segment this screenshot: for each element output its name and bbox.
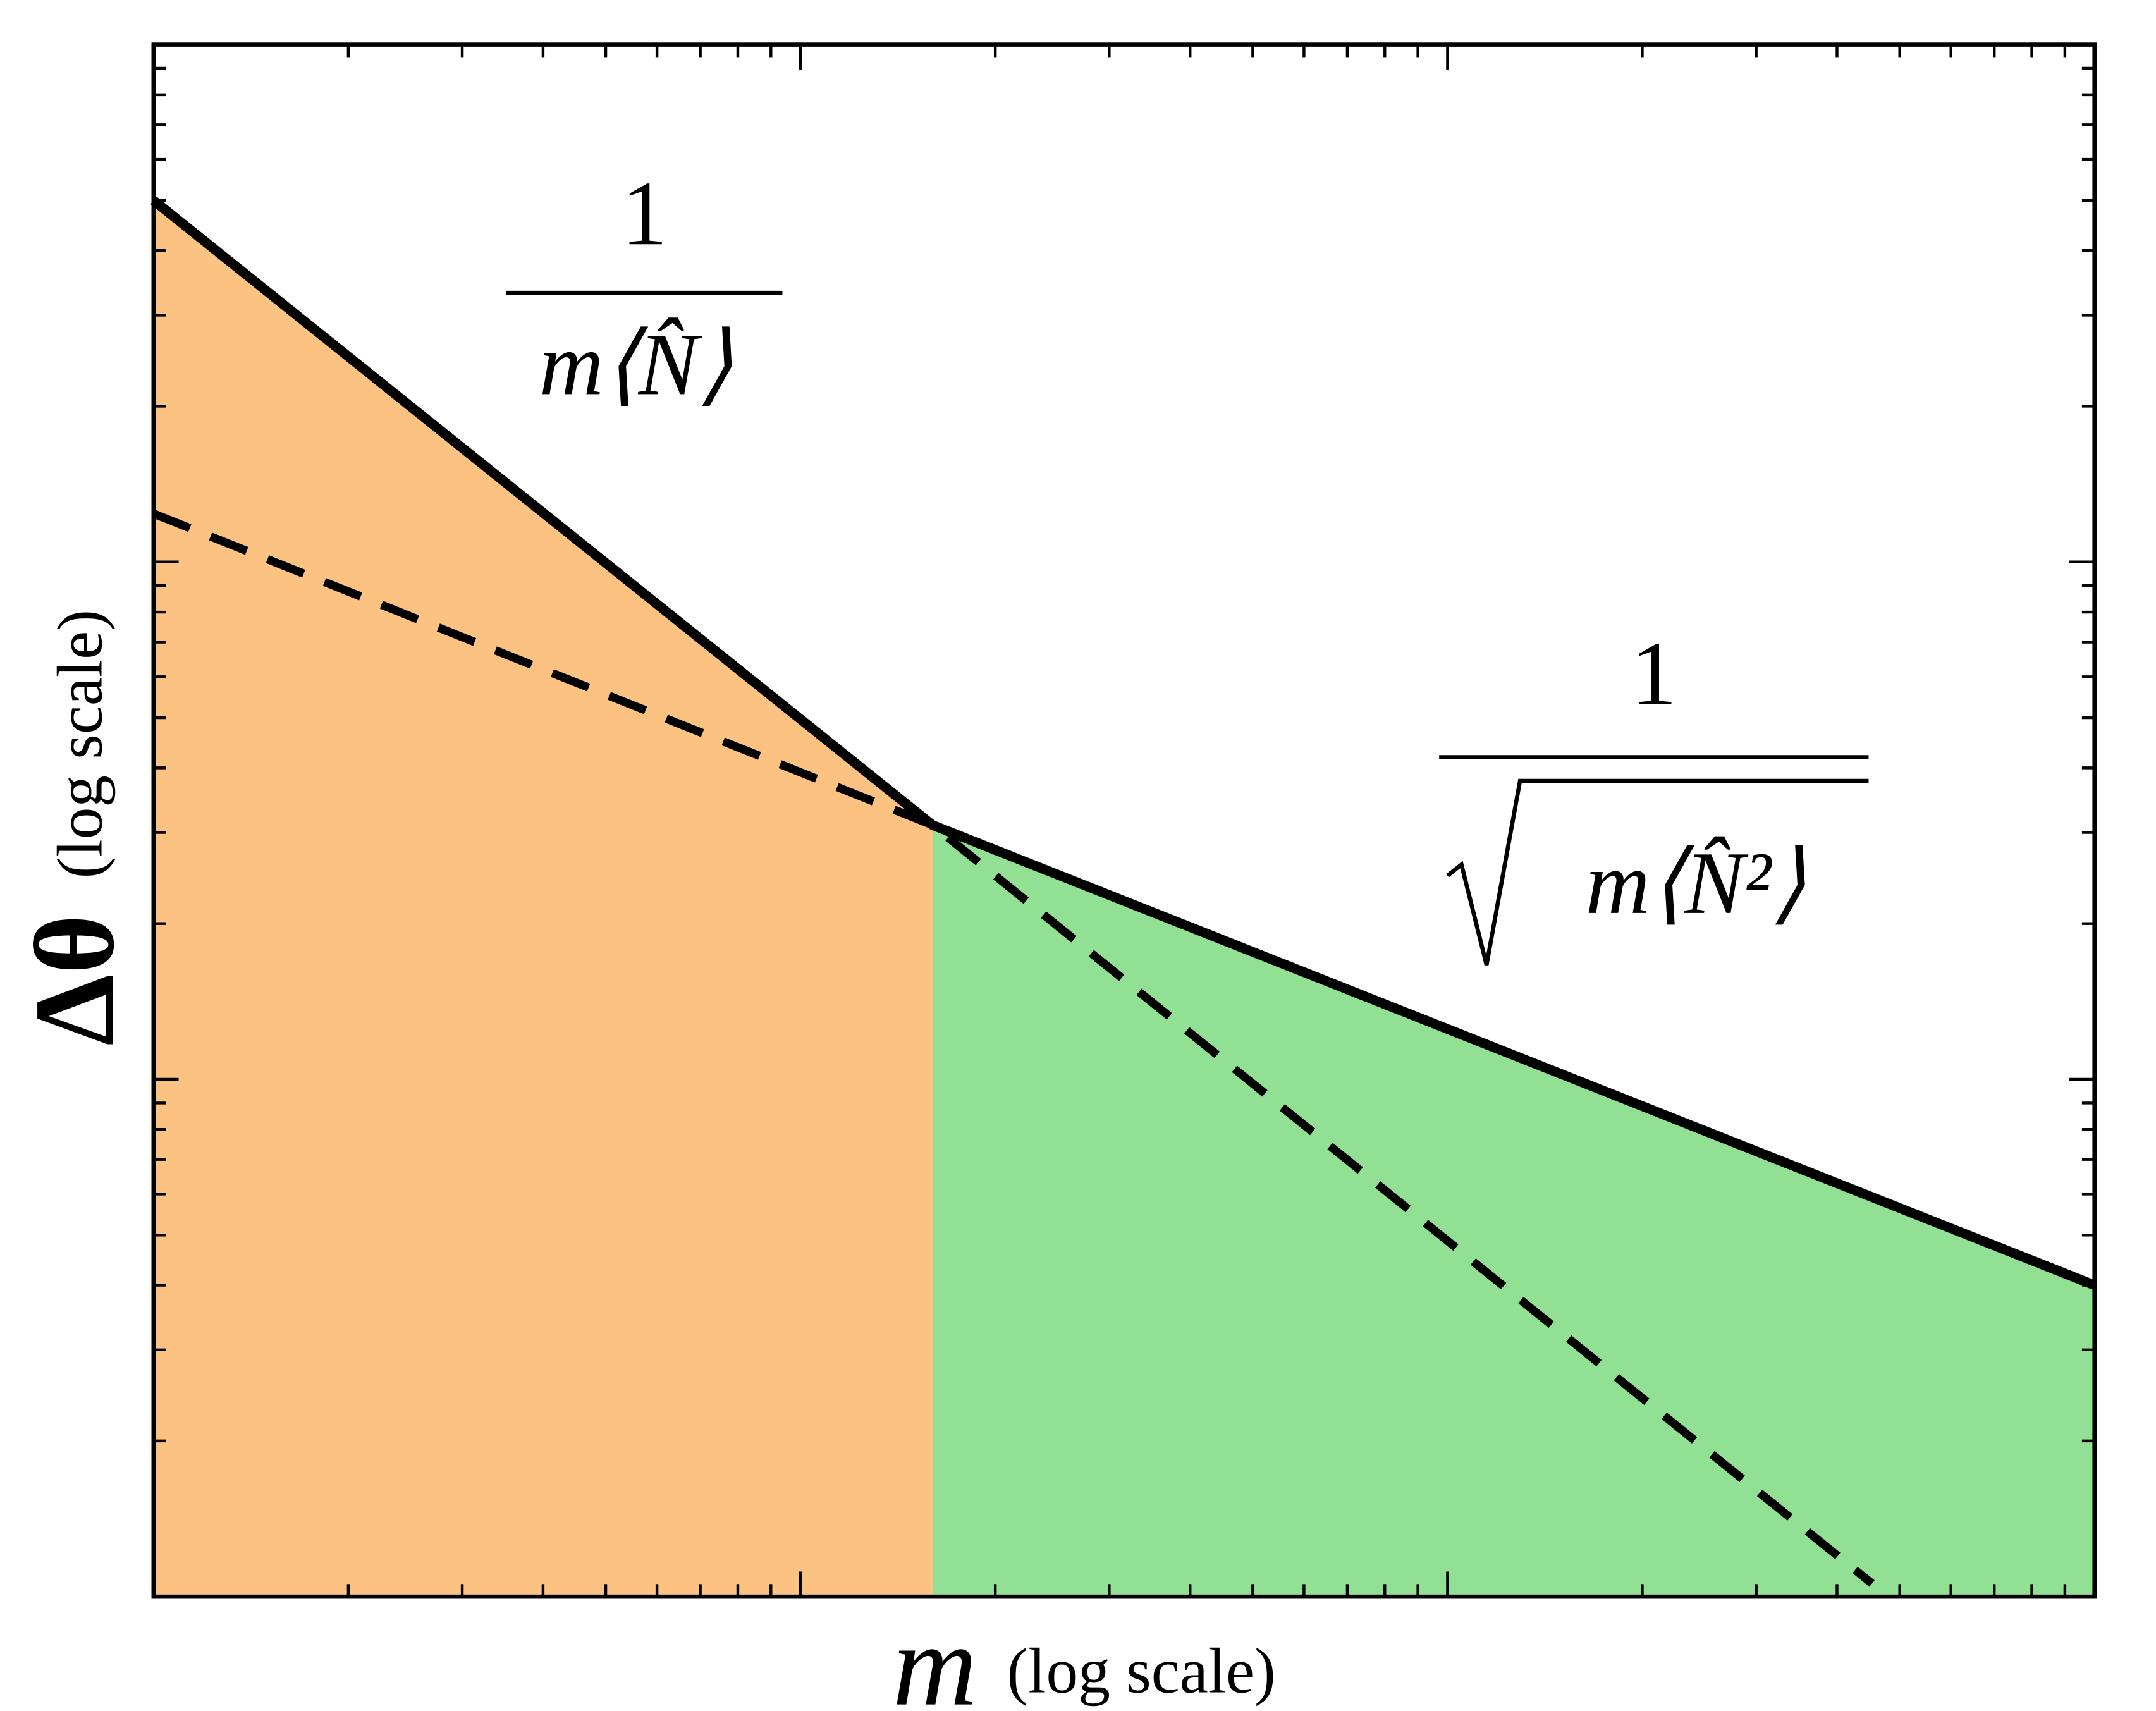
fraction-denominator: m⟨N̂⟩ (539, 314, 733, 414)
y-label: Δθ (log scale) (11, 610, 138, 1046)
dashed-line (152, 510, 1875, 1587)
y-label-symbol: Δθ (11, 914, 138, 1046)
fraction-denominator: m⟨N̂²⟩ (1586, 833, 1806, 933)
fill-region (153, 200, 933, 1597)
x-label-symbol: m (893, 1601, 977, 1711)
radical-sign (1446, 778, 1869, 966)
fill-region (933, 825, 2095, 1597)
fraction-numerator: 1 (622, 163, 668, 264)
solid-line (150, 196, 2097, 1290)
y-label-text: (log scale) (44, 610, 115, 878)
plot-frame (151, 42, 2097, 1599)
x-label-text: (log scale) (1007, 1635, 1276, 1706)
fraction-numerator: 1 (1631, 623, 1677, 725)
